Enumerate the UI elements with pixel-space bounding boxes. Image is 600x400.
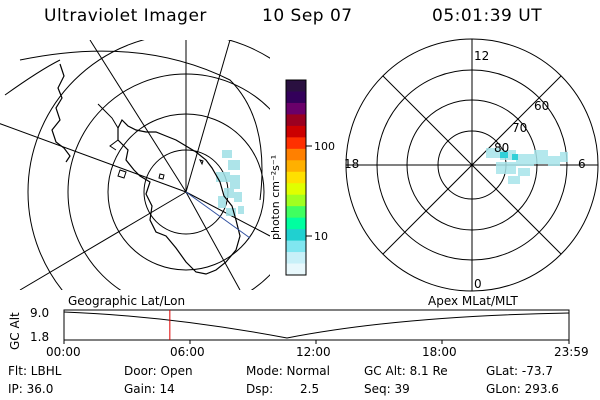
seq-status: Seq: 39: [364, 382, 410, 396]
date-label: 10 Sep 07: [262, 6, 353, 26]
mlt-label-18: 18: [344, 157, 359, 171]
colorbar-cell: [286, 252, 306, 265]
timeline-ytick: 9.0: [30, 306, 50, 320]
timeline-xtick: 23:59: [554, 345, 589, 359]
gc-alt-timeline: [63, 309, 570, 344]
colorbar-cell: [286, 137, 306, 150]
mlat-label-80: 80: [494, 141, 509, 155]
lat-circle-50: [27, 40, 270, 290]
colorbar-cell: [286, 171, 306, 184]
gain-status: Gain: 14: [124, 382, 175, 396]
colorbar-cell: [286, 194, 306, 207]
colorbar-cell: [286, 91, 306, 104]
ip-status: IP: 36.0: [8, 382, 54, 396]
colorbar-cell: [286, 183, 306, 196]
meridian: [19, 191, 187, 290]
glon-status: GLon: 293.6: [486, 382, 559, 396]
timeline-axis-label: GC Alt: [8, 312, 22, 350]
colorbar-cell: [286, 80, 306, 92]
terminator-line: [185, 191, 251, 239]
colorbar-cell: [286, 114, 306, 127]
door-status: Door: Open: [124, 364, 193, 378]
island: [117, 159, 204, 180]
meridian: [0, 123, 187, 193]
mode-status: Mode: Normal: [246, 364, 330, 378]
timeline-xtick: 18:00: [422, 345, 457, 359]
colorbar-cell: [286, 263, 306, 276]
colorbar-cell: [286, 206, 306, 219]
meridian: [185, 191, 241, 290]
antarctica-landmass: [117, 118, 241, 275]
colorbar: 100 10 photon cm⁻²s⁻¹: [269, 79, 335, 276]
mlt-aurora-bright: [500, 152, 518, 160]
timeline-xtick: 12:00: [296, 345, 331, 359]
colorbar-tick-label: 100: [314, 140, 335, 153]
mlt-line-diag: [382, 75, 562, 255]
mlt-plot-label: Apex MLat/MLT: [428, 294, 518, 308]
timeline-frame: [63, 309, 570, 341]
timeline-xtick: 00:00: [46, 345, 81, 359]
colorbar-cell: [286, 240, 306, 253]
mlt-aurora-emission: [486, 148, 568, 184]
mlt-label-0: 0: [474, 277, 482, 291]
filter-status: Flt: LBHL: [8, 364, 62, 378]
app-title: Ultraviolet Imager: [44, 6, 207, 26]
meridian: [185, 40, 231, 193]
aurora-emission: [216, 150, 244, 216]
horizon-arc: [19, 50, 263, 201]
timeline-xtick: 06:00: [170, 345, 205, 359]
meridian: [89, 40, 187, 193]
colorbar-unit-label: photon cm⁻²s⁻¹: [269, 155, 282, 240]
colorbar-cell: [286, 217, 306, 230]
timeline-ytick: 1.8: [30, 330, 50, 344]
geographic-map-label: Geographic Lat/Lon: [68, 294, 186, 308]
colorbar-cell: [286, 102, 306, 115]
mlt-polar-plot: [345, 38, 599, 292]
colorbar-cell: [286, 229, 306, 242]
glat-status: GLat: -73.7: [486, 364, 553, 378]
dsp-label: Dsp:: [246, 382, 274, 396]
gc-alt-status: GC Alt: 8.1 Re: [364, 364, 448, 378]
mlt-label-6: 6: [578, 157, 586, 171]
peninsula: [97, 103, 119, 151]
geographic-map: [0, 40, 270, 290]
colorbar-frame: [285, 79, 307, 276]
dsp-value: 2.5: [300, 382, 320, 396]
mlat-label-70: 70: [512, 121, 527, 135]
south-america-tip: [51, 63, 71, 163]
colorbar-cell: [286, 125, 306, 138]
mlt-label-12: 12: [474, 49, 489, 63]
horizon-arc: [4, 59, 61, 96]
colorbar-tick-label: 10: [314, 230, 328, 243]
mlat-label-60: 60: [534, 99, 549, 113]
colorbar-cell: [286, 160, 306, 173]
colorbar-cell: [286, 148, 306, 161]
gc-alt-curve: [63, 311, 570, 339]
time-label: 05:01:39 UT: [432, 6, 543, 26]
